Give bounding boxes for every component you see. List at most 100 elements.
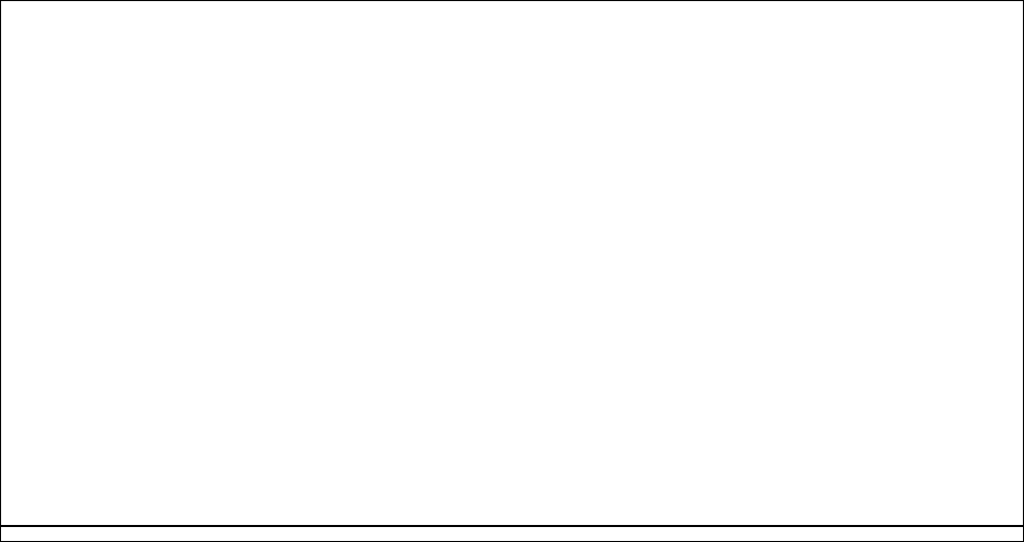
Text: Sambalba: Sambalba bbox=[118, 205, 127, 250]
Bar bbox=[85, 182, 160, 274]
Bar bbox=[356, 274, 815, 324]
Bar bbox=[18, 274, 63, 460]
Bar bbox=[160, 394, 815, 460]
Bar bbox=[815, 182, 915, 274]
Text: Falha de São Domingos do Azeitão: Falha de São Domingos do Azeitão bbox=[506, 351, 515, 497]
Bar bbox=[63, 165, 85, 182]
Text: W: W bbox=[168, 27, 181, 40]
Bar bbox=[63, 44, 85, 60]
Bar bbox=[973, 182, 1024, 460]
Text: Piauí: Piauí bbox=[112, 487, 133, 496]
Bar bbox=[165, 182, 810, 274]
Bar bbox=[165, 460, 810, 524]
Bar bbox=[160, 60, 815, 152]
Bar bbox=[566, 445, 763, 465]
Text: Sand sheet
Sabkha
Continental /
Playa lake: Sand sheet Sabkha Continental / Playa la… bbox=[838, 279, 892, 319]
Text: IDADE: IDADE bbox=[58, 4, 101, 17]
Bar bbox=[170, 24, 347, 42]
Text: Sabkha
Continental /
Sandflat /
Lacustre: Sabkha Continental / Sandflat / Lacustre bbox=[838, 339, 892, 379]
Text: Planície Vulcânica /
Flúvio-Eólico: Planície Vulcânica / Flúvio-Eólico bbox=[824, 96, 905, 115]
Bar bbox=[160, 512, 815, 524]
Bar bbox=[190, 85, 435, 122]
Bar bbox=[160, 324, 815, 394]
Text: Inf.: Inf. bbox=[70, 27, 79, 39]
Bar bbox=[85, 44, 160, 60]
Bar bbox=[815, 274, 915, 324]
Text: FM.: FM. bbox=[110, 4, 135, 17]
Bar bbox=[85, 0, 160, 22]
Text: Inferior: Inferior bbox=[70, 413, 79, 441]
Text: Sup.: Sup. bbox=[70, 291, 79, 307]
Text: 6: 6 bbox=[412, 75, 419, 85]
Text: C A R B.: C A R B. bbox=[20, 487, 60, 496]
Text: Dune
fields: Dune fields bbox=[854, 218, 877, 238]
Bar bbox=[63, 152, 85, 165]
Text: E: E bbox=[799, 27, 807, 40]
Text: Sup.: Sup. bbox=[71, 151, 77, 166]
Text: Consolidação do
Pangea
(Laurásia+Gondwana): Consolidação do Pangea (Laurásia+Gondwan… bbox=[1006, 426, 1024, 504]
Polygon shape bbox=[343, 22, 449, 44]
Text: Discordância neojurássica: Discordância neojurássica bbox=[530, 183, 648, 191]
Bar bbox=[63, 274, 85, 324]
Text: P A N G E A: P A N G E A bbox=[1005, 294, 1014, 347]
Text: Discordância neojurássica: Discordância neojurássica bbox=[637, 453, 755, 461]
Text: P E R M I A N O: P E R M I A N O bbox=[36, 326, 45, 408]
Text: Md.: Md. bbox=[71, 167, 77, 180]
Bar bbox=[63, 60, 85, 152]
Text: E
R
G: E R G bbox=[926, 236, 933, 269]
Bar bbox=[160, 22, 815, 524]
Polygon shape bbox=[165, 22, 449, 44]
Bar bbox=[170, 384, 465, 404]
Text: Pangea Break-up: Pangea Break-up bbox=[1012, 16, 1021, 88]
Bar bbox=[160, 274, 356, 324]
Text: Médio: Médio bbox=[70, 347, 79, 371]
Bar bbox=[63, 22, 85, 44]
Bar bbox=[85, 460, 160, 524]
Bar bbox=[18, 22, 63, 44]
Text: Md.
Sup.: Md. Sup. bbox=[68, 44, 81, 60]
Bar bbox=[0, 0, 160, 22]
Bar bbox=[945, 182, 973, 460]
Bar bbox=[815, 44, 915, 60]
Bar bbox=[815, 0, 1024, 22]
Bar bbox=[85, 324, 160, 460]
Text: 4: 4 bbox=[614, 447, 623, 457]
Bar bbox=[160, 182, 815, 274]
Bar bbox=[63, 324, 85, 394]
Text: 1: 1 bbox=[201, 99, 209, 108]
Bar bbox=[18, 460, 63, 524]
Text: PALEOZOICO: PALEOZOICO bbox=[4, 360, 14, 438]
Bar bbox=[165, 324, 810, 394]
Bar bbox=[815, 22, 915, 44]
Bar bbox=[63, 182, 85, 274]
Text: 2: 2 bbox=[276, 224, 284, 234]
Text: Flúvio-Eólico / Lacustre: Flúvio-Eólico / Lacustre bbox=[816, 29, 913, 37]
Bar bbox=[324, 274, 810, 324]
Bar bbox=[160, 22, 815, 524]
Text: Supersuperfície II: Supersuperfície II bbox=[240, 186, 318, 196]
Bar bbox=[160, 460, 815, 524]
Bar bbox=[85, 165, 160, 182]
Bar bbox=[85, 152, 160, 165]
Bar bbox=[160, 22, 455, 44]
Text: Desértico Costeiro /
Marinho raso: Desértico Costeiro / Marinho raso bbox=[823, 482, 906, 502]
Bar bbox=[455, 22, 815, 44]
Bar bbox=[188, 83, 437, 124]
Bar bbox=[85, 60, 160, 152]
Text: Corda /
Pastos Bons: Corda / Pastos Bons bbox=[99, 23, 145, 43]
Bar bbox=[343, 22, 815, 44]
Text: MESOZOICO: MESOZOICO bbox=[4, 111, 14, 185]
Text: MAGMATISMO: MAGMATISMO bbox=[965, 80, 974, 132]
Bar bbox=[63, 460, 85, 524]
Text: Pedra de Fogo: Pedra de Fogo bbox=[118, 362, 127, 422]
Text: Falhas de Formosa da Serra Negra: Falhas de Formosa da Serra Negra bbox=[375, 0, 384, 114]
Bar bbox=[815, 22, 1024, 524]
Bar bbox=[63, 394, 85, 460]
Bar bbox=[815, 165, 915, 182]
Bar bbox=[915, 274, 945, 460]
Text: Motuca: Motuca bbox=[105, 294, 139, 304]
Text: Inferior: Inferior bbox=[70, 91, 79, 121]
Bar bbox=[85, 274, 160, 324]
Text: Mosquito: Mosquito bbox=[118, 87, 127, 125]
Bar bbox=[165, 274, 329, 324]
